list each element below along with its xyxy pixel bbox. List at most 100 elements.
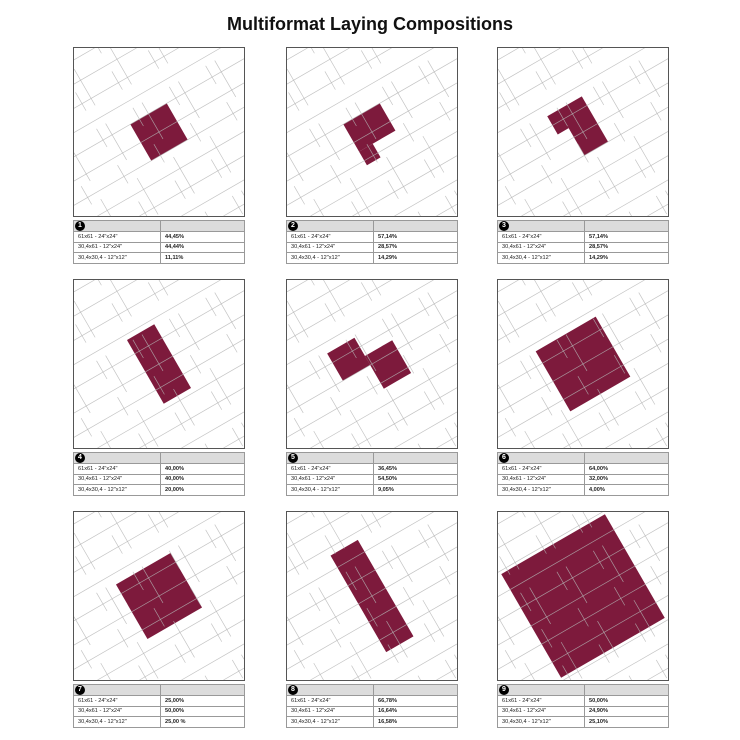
tile-joint — [311, 48, 409, 216]
tile-joint — [498, 48, 561, 85]
tile-joint — [287, 384, 324, 448]
tile-size: 30,4x61 - 12"x24" — [286, 706, 374, 718]
tile-size: 30,4x30,4 - 12"x12" — [497, 484, 585, 496]
laying-pattern-diagram — [497, 511, 669, 681]
tile-joint — [146, 48, 244, 216]
tile-size: 30,4x30,4 - 12"x12" — [73, 716, 161, 728]
tile-percentage: 57,14% — [373, 231, 458, 243]
tile-percentage: 57,14% — [584, 231, 669, 243]
tile-joint — [74, 616, 111, 680]
tile-percentage: 14,29% — [584, 252, 669, 264]
composition-4: 4 61x61 - 24"x24" 40,00% 30,4x61 - 12"x24" 4… — [73, 279, 245, 496]
composition-table: 7 61x61 - 24"x24" 25,00% 30,4x61 - 12"x24" 5… — [73, 683, 245, 728]
tile-joint — [74, 570, 244, 670]
tile-joint — [287, 68, 373, 216]
tile-joint — [287, 89, 361, 216]
tile-joint — [498, 48, 519, 61]
tile-joint — [498, 280, 519, 293]
table-row: 30,4x61 - 12"x24" 50,00% — [73, 706, 245, 718]
tile-joint — [498, 290, 668, 390]
laying-pattern-diagram — [497, 47, 669, 217]
composition-number-badge: 6 — [499, 453, 509, 463]
tile-joint — [582, 48, 668, 196]
tile-joint — [498, 68, 584, 216]
tile-joint — [74, 89, 148, 216]
tile-percentage: 28,57% — [373, 242, 458, 254]
tile-joint — [110, 280, 208, 448]
tile-joint — [563, 155, 668, 216]
tile-joint — [359, 280, 457, 448]
tile-percentage: 28,57% — [584, 242, 669, 254]
tile-joint — [394, 179, 457, 216]
tile-joint — [74, 512, 137, 549]
tile-joint — [287, 616, 324, 680]
tile-joint — [287, 280, 350, 317]
tile-joint — [631, 48, 668, 112]
tile-joint — [522, 512, 620, 680]
table-row: 61x61 - 24"x24" 64,00% — [497, 463, 669, 475]
laying-pattern-diagram — [286, 47, 458, 217]
tile-joint — [287, 532, 373, 680]
tile-size: 30,4x30,4 - 12"x12" — [286, 716, 374, 728]
tile-percentage: 50,00% — [160, 706, 245, 718]
composition-number-badge: 9 — [499, 685, 509, 695]
tile-joint — [287, 512, 308, 525]
laying-pattern-diagram — [286, 511, 458, 681]
tile-joint — [631, 280, 668, 344]
tile-joint — [139, 387, 244, 448]
tile-joint — [436, 203, 457, 216]
table-row: 30,4x61 - 12"x24" 24,90% — [497, 706, 669, 718]
tile-joint — [287, 58, 457, 158]
tile-joint — [74, 106, 244, 206]
tile-joint — [207, 512, 244, 576]
tile-joint — [74, 512, 221, 597]
tile-percentage: 4,00% — [584, 484, 669, 496]
tile-joint — [371, 280, 457, 428]
tile-joint — [521, 363, 668, 448]
tile-joint — [631, 512, 668, 576]
tile-joint — [74, 68, 160, 216]
tile-joint — [74, 280, 95, 293]
table-row: 30,4x61 - 12"x24" 40,00% — [73, 474, 245, 486]
tile-joint — [498, 522, 668, 622]
tile-joint — [352, 155, 457, 216]
tile-joint — [181, 643, 244, 680]
tile-joint — [287, 280, 434, 365]
composition-table: 1 61x61 - 24"x24" 44,45% 30,4x61 - 12"x24" 4… — [73, 219, 245, 264]
tile-size: 61x61 - 24"x24" — [497, 695, 585, 707]
tile-joint — [287, 48, 392, 109]
tile-joint — [619, 280, 668, 365]
tile-joint — [420, 48, 457, 112]
tile-joint — [323, 280, 421, 448]
tile-joint — [195, 512, 244, 597]
tile-joint — [98, 512, 196, 680]
tile-percentage: 32,00% — [584, 474, 669, 486]
composition-table: 6 61x61 - 24"x24" 64,00% 30,4x61 - 12"x24" 3… — [497, 451, 669, 496]
tile-percentage: 11,11% — [160, 252, 245, 264]
tile-joint — [498, 173, 523, 216]
tile-joint — [570, 512, 668, 680]
tile-joint — [498, 89, 572, 216]
tile-joint — [498, 405, 523, 448]
tile-joint — [287, 570, 457, 670]
tile-joint — [647, 435, 668, 448]
tile-joint — [223, 667, 244, 680]
tile-joint — [647, 667, 668, 680]
tile-percentage: 16,58% — [373, 716, 458, 728]
tile-joint — [498, 300, 584, 448]
table-row: 30,4x30,4 - 12"x12" 4,00% — [497, 484, 669, 496]
composition-table: 2 61x61 - 24"x24" 57,14% 30,4x61 - 12"x24" 2… — [286, 219, 458, 264]
tile-joint — [605, 643, 668, 680]
tile-joint — [181, 179, 244, 216]
tile-joint — [323, 512, 421, 680]
tile-joint — [158, 48, 244, 196]
tile-joint — [311, 280, 409, 448]
tile-percentage: 66,78% — [373, 695, 458, 707]
tile-joint — [110, 48, 208, 216]
tile-joint — [498, 637, 523, 680]
tile-joint — [74, 280, 179, 341]
table-row: 30,4x61 - 12"x24" 16,64% — [286, 706, 458, 718]
tile-joint — [619, 48, 668, 133]
tile-joint — [534, 48, 632, 216]
tile-joint — [287, 637, 312, 680]
